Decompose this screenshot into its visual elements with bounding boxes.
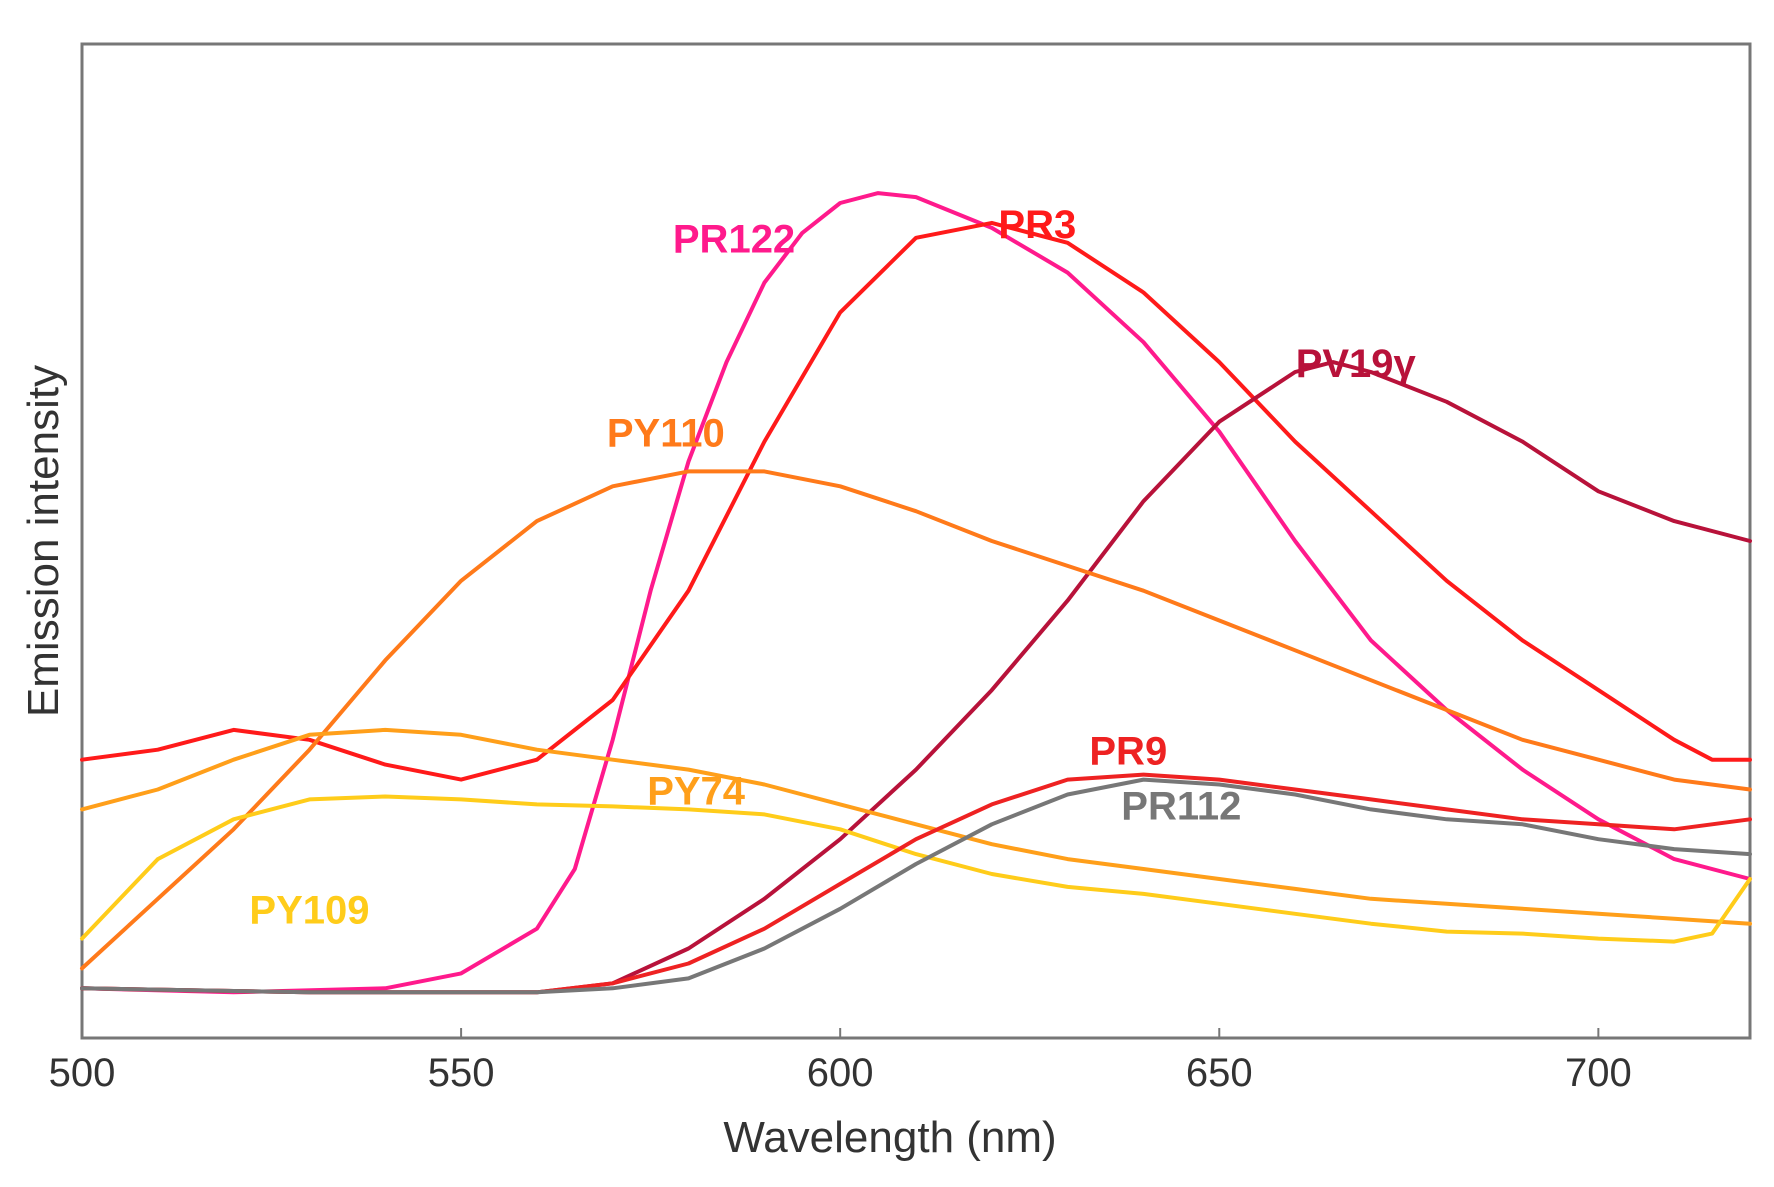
series-line-pr122 [80, 191, 1752, 995]
x-tick-label: 500 [49, 1051, 116, 1095]
series-label-pr112: PR112 [1121, 784, 1241, 828]
x-tick-label: 650 [1186, 1051, 1253, 1095]
x-tick-label: 600 [807, 1051, 874, 1095]
series-label-pv19: PV19γ [1296, 342, 1417, 386]
series-label-pr3: PR3 [998, 203, 1076, 247]
series-label-py110: PY110 [607, 412, 725, 456]
y-axis-title: Emission intensity [19, 365, 68, 717]
series-label-py109: PY109 [249, 889, 369, 933]
series-label-py74: PY74 [647, 769, 746, 813]
series-line-py109 [80, 794, 1752, 944]
series-lines [80, 191, 1752, 995]
series-label-pr9: PR9 [1089, 730, 1167, 774]
series-line-pr112 [80, 777, 1752, 995]
series-line-py110 [80, 469, 1752, 971]
x-axis-ticks: 500 550 600 650 700 [49, 1028, 1632, 1095]
plot-frame [80, 42, 1752, 1040]
series-line-pr9 [80, 772, 1752, 995]
x-tick-label: 700 [1565, 1051, 1632, 1095]
series-label-pr122: PR122 [673, 218, 795, 262]
x-tick-label: 550 [428, 1051, 495, 1095]
series-labels: PR122 PR3 PV19γ PY110 PY74 PY109 PR9 PR112 [249, 203, 1416, 933]
x-axis-title: Wavelength (nm) [723, 1113, 1056, 1162]
series-line-pr3 [80, 220, 1752, 782]
series-line-pv19 [80, 360, 1752, 995]
series-line-py74 [80, 727, 1752, 926]
